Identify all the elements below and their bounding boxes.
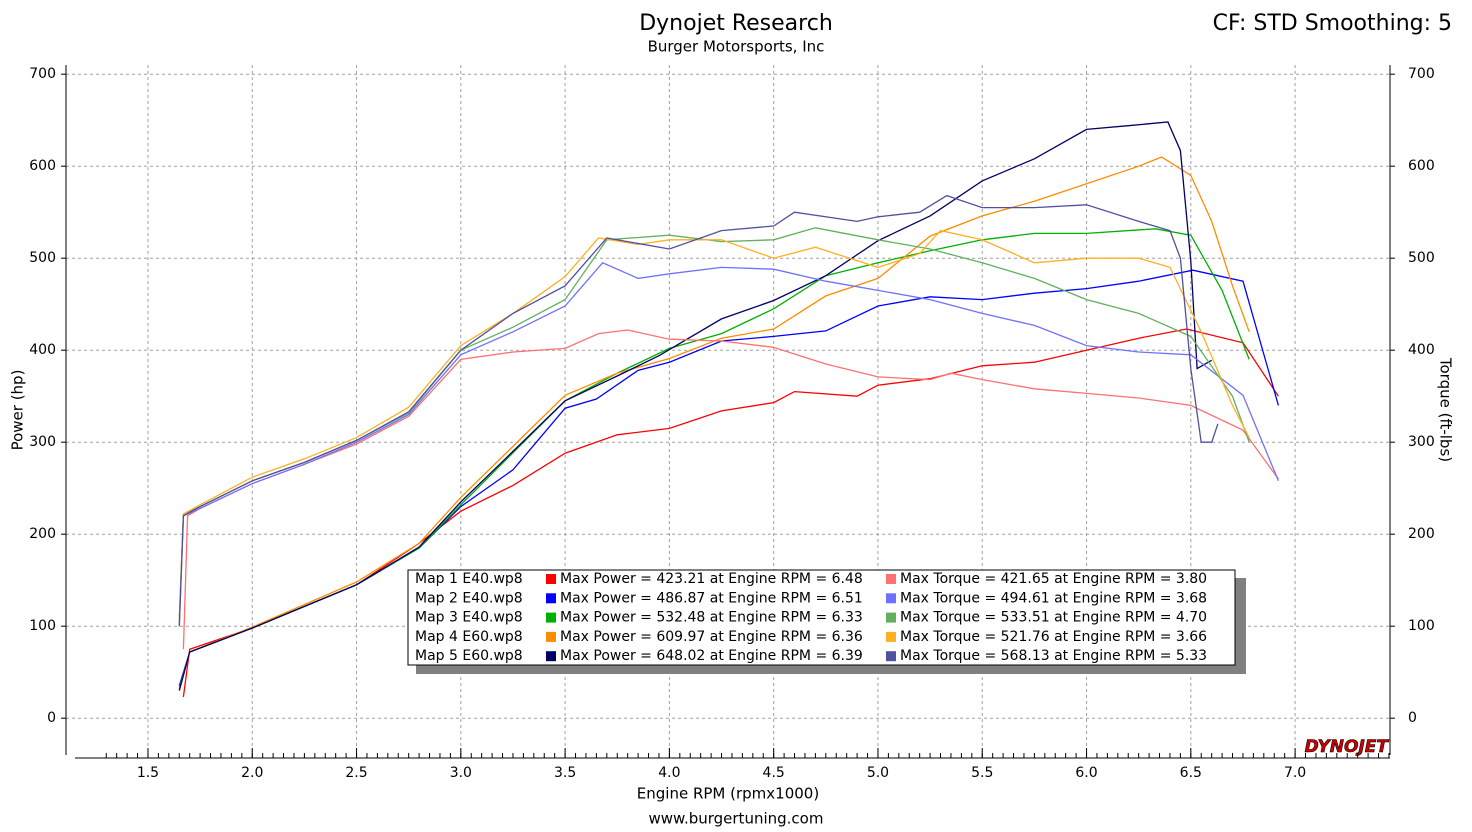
series-line	[178, 262, 1280, 627]
series-line	[178, 121, 1213, 691]
legend-run: Map 1 E40.wp8	[415, 571, 523, 587]
legend-label: Max Torque = 421.65 at Engine RPM = 3.80	[900, 571, 1207, 587]
legend-box	[407, 569, 1236, 666]
legend-swatch	[546, 593, 556, 604]
chart-subtitle: Burger Motorsports, Inc	[648, 38, 825, 56]
y-tick-label: 300	[29, 434, 56, 450]
legend-swatch	[546, 612, 556, 623]
x-axis-label: Engine RPM (rpmx1000)	[637, 785, 819, 803]
y-tick-label: 600	[29, 158, 56, 174]
x-tick-label: 3.5	[554, 765, 576, 781]
logo: DYNOJET	[1305, 737, 1390, 757]
y-tick-label: 100	[29, 618, 56, 634]
x-tick-label: 5.0	[867, 765, 889, 781]
y2-tick-label: 100	[1408, 618, 1435, 634]
legend-label: Max Torque = 521.76 at Engine RPM = 3.66	[900, 629, 1207, 645]
x-tick-label: 6.5	[1180, 765, 1202, 781]
series-line	[178, 229, 1250, 622]
y-tick-label: 700	[29, 66, 56, 82]
y2-tick-label: 300	[1408, 434, 1435, 450]
y2-axis-label: Torque (ft-lbs)	[1437, 357, 1455, 462]
y-tick-label: 200	[29, 526, 56, 542]
legend-swatch	[886, 574, 896, 584]
legend-label: Max Power = 486.87 at Engine RPM = 6.51	[560, 590, 863, 606]
legend-label: Max Torque = 568.13 at Engine RPM = 5.33	[900, 648, 1207, 664]
x-tick-label: 2.0	[241, 765, 263, 781]
series-line	[182, 328, 1279, 698]
legend-swatch	[886, 612, 896, 623]
x-tick-label: 3.0	[450, 765, 472, 781]
series-line	[178, 156, 1250, 691]
legend-run: Map 4 E60.wp8	[415, 629, 523, 645]
grid	[66, 65, 1390, 755]
x-tick-label: 1.5	[137, 765, 159, 781]
legend-run: Map 5 E60.wp8	[415, 648, 523, 664]
legend-run: Map 2 E40.wp8	[415, 590, 523, 606]
x-tick-label: 7.0	[1284, 765, 1306, 781]
y-tick-label: 0	[47, 710, 56, 726]
legend-label: Max Power = 609.97 at Engine RPM = 6.36	[560, 629, 863, 645]
y-tick-label: 400	[29, 342, 56, 358]
y2-tick-label: 500	[1408, 250, 1435, 266]
legend-swatch	[546, 574, 556, 584]
y2-tick-label: 200	[1408, 526, 1435, 542]
y-tick-label: 500	[29, 250, 56, 266]
legend-swatch	[546, 651, 556, 662]
legend-swatch	[886, 631, 896, 642]
legend-label: Max Torque = 533.51 at Engine RPM = 4.70	[900, 610, 1207, 626]
x-tick-label: 2.5	[345, 765, 367, 781]
chart-title: Dynojet Research	[639, 11, 833, 36]
legend-swatch	[886, 651, 896, 662]
legend-label: Max Torque = 494.61 at Engine RPM = 3.68	[900, 590, 1207, 606]
series-line	[178, 194, 1219, 627]
legend-swatch	[546, 631, 556, 642]
x-tick-label: 4.5	[763, 765, 785, 781]
y2-tick-label: 600	[1408, 158, 1435, 174]
lines	[178, 121, 1280, 698]
legend-label: Max Power = 423.21 at Engine RPM = 6.48	[560, 571, 863, 587]
legend-label: Max Power = 532.48 at Engine RPM = 6.33	[560, 610, 863, 626]
y-axis-label: Power (hp)	[9, 370, 27, 451]
legend: Map 1 E40.wp8 Max Power = 423.21 at Engin…	[407, 569, 1246, 674]
footer: www.burgertuning.com	[649, 810, 824, 828]
legend-swatch	[886, 593, 896, 604]
header-right: CF: STD Smoothing: 5	[1213, 11, 1452, 36]
y2-tick-label: 700	[1408, 66, 1435, 82]
x-tick-label: 4.0	[658, 765, 680, 781]
legend-run: Map 3 E40.wp8	[415, 610, 523, 626]
y2-tick-label: 0	[1408, 710, 1417, 726]
x-tick-label: 5.5	[971, 765, 993, 781]
legend-label: Max Power = 648.02 at Engine RPM = 6.39	[560, 648, 863, 664]
y2-tick-label: 400	[1408, 342, 1435, 358]
x-tick-label: 6.0	[1075, 765, 1097, 781]
